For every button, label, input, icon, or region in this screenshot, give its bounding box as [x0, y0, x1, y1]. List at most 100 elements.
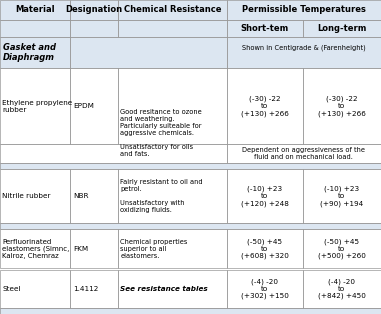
Bar	[70, 169, 118, 223]
Text: Permissible Temperatures: Permissible Temperatures	[242, 5, 366, 14]
Text: Chemical Resistance: Chemical Resistance	[124, 5, 221, 14]
Bar	[70, 68, 118, 144]
Bar	[70, 229, 118, 268]
Bar	[227, 19, 303, 37]
Bar	[70, 68, 118, 144]
Text: Shown in Centigrade & (Farenheight): Shown in Centigrade & (Farenheight)	[242, 45, 366, 51]
Bar	[227, 229, 303, 268]
Bar	[303, 19, 381, 37]
Bar	[0, 19, 70, 37]
Bar	[227, 144, 381, 163]
Bar	[70, 0, 118, 19]
Bar	[0, 169, 70, 223]
Bar	[0, 229, 70, 268]
Text: Good resitance to ozone
and weathering.
Particularly suiteable for
aggressive ch: Good resitance to ozone and weathering. …	[120, 109, 202, 157]
Bar	[303, 169, 381, 223]
Text: Fairly resistant to oil and
petrol.

Unsatisfactory with
oxidizing fluids.: Fairly resistant to oil and petrol. Unsa…	[120, 179, 203, 213]
Text: FKM: FKM	[73, 246, 88, 252]
Bar	[118, 19, 227, 37]
Bar	[227, 0, 381, 19]
Bar	[0, 270, 70, 308]
Bar	[118, 68, 227, 144]
Bar	[0, 223, 381, 229]
Text: Perfluorinated
elastomers (Simnc,
Kalroz, Chemraz: Perfluorinated elastomers (Simnc, Kalroz…	[2, 239, 70, 259]
Text: Designation: Designation	[66, 5, 123, 14]
Text: (-10) +23
to
(+120) +248: (-10) +23 to (+120) +248	[241, 186, 289, 207]
Bar	[227, 229, 303, 268]
Text: (-50) +45
to
(+608) +320: (-50) +45 to (+608) +320	[241, 238, 289, 259]
Bar	[303, 169, 381, 223]
Bar	[118, 229, 227, 268]
Bar	[0, 37, 70, 68]
Bar	[118, 19, 227, 37]
Text: Chemical properties
superior to all
elastomers.: Chemical properties superior to all elas…	[120, 239, 188, 259]
Bar	[70, 37, 227, 68]
Text: Long-term: Long-term	[317, 24, 367, 33]
Bar	[227, 270, 303, 308]
Bar	[0, 68, 70, 144]
Bar	[118, 270, 227, 308]
Bar	[303, 270, 381, 308]
Bar	[70, 19, 118, 37]
Bar	[227, 68, 303, 144]
Text: (-50) +45
to
(+500) +260: (-50) +45 to (+500) +260	[318, 238, 366, 259]
Text: (-30) -22
to
(+130) +266: (-30) -22 to (+130) +266	[318, 95, 366, 116]
Bar	[303, 19, 381, 37]
Bar	[227, 169, 303, 223]
Bar	[0, 0, 70, 19]
Bar	[0, 229, 70, 268]
Bar	[0, 268, 381, 270]
Bar	[0, 308, 381, 314]
Bar	[70, 169, 118, 223]
Bar	[118, 169, 227, 223]
Text: 1.4112: 1.4112	[73, 286, 98, 292]
Bar	[227, 270, 303, 308]
Bar	[118, 169, 227, 223]
Bar	[0, 163, 381, 169]
Bar	[227, 19, 303, 37]
Bar	[303, 68, 381, 144]
Bar	[70, 0, 118, 19]
Bar	[70, 19, 118, 37]
Bar	[0, 169, 70, 223]
Bar	[118, 68, 227, 144]
Bar	[70, 270, 118, 308]
Text: (-4) -20
to
(+842) +450: (-4) -20 to (+842) +450	[318, 279, 366, 299]
Text: Steel: Steel	[2, 286, 21, 292]
Text: (-30) -22
to
(+130) +266: (-30) -22 to (+130) +266	[241, 95, 289, 116]
Text: Nitrile rubber: Nitrile rubber	[2, 193, 51, 199]
Text: (-10) +23
to
(+90) +194: (-10) +23 to (+90) +194	[320, 186, 363, 207]
Bar	[303, 229, 381, 268]
Text: Gasket and
Diaphragm: Gasket and Diaphragm	[3, 43, 56, 62]
Bar	[118, 229, 227, 268]
Bar	[70, 37, 227, 68]
Bar	[70, 229, 118, 268]
Bar	[118, 0, 227, 19]
Text: Material: Material	[15, 5, 55, 14]
Bar	[227, 37, 381, 68]
Bar	[227, 68, 303, 144]
Bar	[0, 68, 70, 144]
Text: NBR: NBR	[73, 193, 88, 199]
Text: (-4) -20
to
(+302) +150: (-4) -20 to (+302) +150	[241, 279, 289, 299]
Bar	[118, 270, 227, 308]
Bar	[70, 270, 118, 308]
Bar	[0, 0, 70, 19]
Bar	[0, 223, 381, 229]
Bar	[303, 270, 381, 308]
Bar	[0, 163, 381, 169]
Text: EPDM: EPDM	[73, 103, 94, 109]
Bar	[118, 0, 227, 19]
Bar	[0, 37, 70, 68]
Bar	[0, 144, 227, 163]
Bar	[0, 270, 70, 308]
Text: Short-tem: Short-tem	[241, 24, 289, 33]
Bar	[0, 308, 381, 314]
Bar	[227, 169, 303, 223]
Bar	[227, 144, 381, 163]
Text: Dependent on aggressiveness of the
fluid and on mechanical load.: Dependent on aggressiveness of the fluid…	[242, 147, 365, 160]
Text: Ethylene propylene
rubber: Ethylene propylene rubber	[2, 100, 72, 112]
Bar	[227, 0, 381, 19]
Text: See resistance tables: See resistance tables	[120, 286, 208, 292]
Bar	[0, 19, 70, 37]
